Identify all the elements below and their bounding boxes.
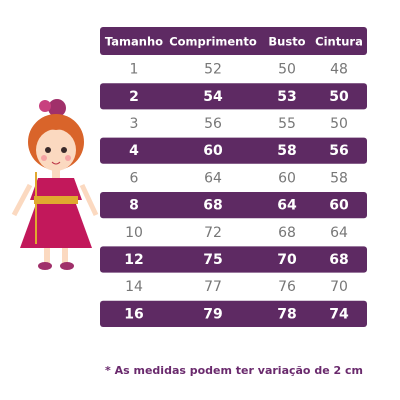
header-row	[100, 27, 367, 55]
cell: 48	[330, 62, 348, 78]
cell: 50	[330, 116, 348, 132]
cell: 74	[329, 306, 349, 322]
row-band	[100, 192, 367, 219]
cell: 10	[125, 225, 143, 241]
cell: 77	[204, 279, 222, 295]
cell: 64	[277, 198, 297, 214]
cell: 14	[125, 279, 143, 295]
cell: 6	[130, 170, 139, 186]
cell: 55	[278, 116, 296, 132]
cell: 2	[129, 89, 139, 105]
cell: 16	[124, 306, 143, 322]
row-band	[100, 83, 367, 110]
cell: 79	[203, 306, 222, 322]
cell: 52	[204, 62, 222, 78]
header-cell: Tamanho	[105, 35, 163, 49]
cell: 68	[203, 198, 222, 214]
cell: 68	[278, 225, 296, 241]
cell: 12	[124, 252, 143, 268]
cell: 50	[278, 62, 296, 78]
cell: 70	[330, 279, 348, 295]
cell: 50	[329, 89, 349, 105]
header-cell: Comprimento	[169, 35, 257, 49]
cell: 60	[203, 143, 223, 159]
cell: 60	[278, 170, 296, 186]
cell: 58	[330, 170, 348, 186]
cell: 76	[278, 279, 296, 295]
cell: 8	[129, 198, 139, 214]
girl-illustration	[11, 99, 99, 270]
cell: 70	[277, 252, 297, 268]
cell: 64	[204, 170, 222, 186]
cell: 60	[329, 198, 349, 214]
cell: 78	[277, 306, 296, 322]
cell: 72	[204, 225, 222, 241]
cell: 68	[329, 252, 348, 268]
cell: 4	[129, 143, 139, 159]
cell: 64	[330, 225, 348, 241]
cell: 58	[277, 143, 296, 159]
header-cell: Cintura	[315, 35, 363, 49]
cell: 53	[277, 89, 296, 105]
cell: 3	[130, 116, 139, 132]
header-cell: Busto	[268, 35, 305, 49]
row-band	[100, 137, 367, 164]
cell: 56	[329, 143, 348, 159]
cell: 75	[203, 252, 222, 268]
cell: 1	[130, 62, 139, 78]
cell: 54	[203, 89, 223, 105]
footnote: * As medidas podem ter variação de 2 cm	[105, 364, 363, 377]
cell: 56	[204, 116, 222, 132]
row-band	[100, 246, 367, 273]
row-band	[100, 300, 367, 327]
